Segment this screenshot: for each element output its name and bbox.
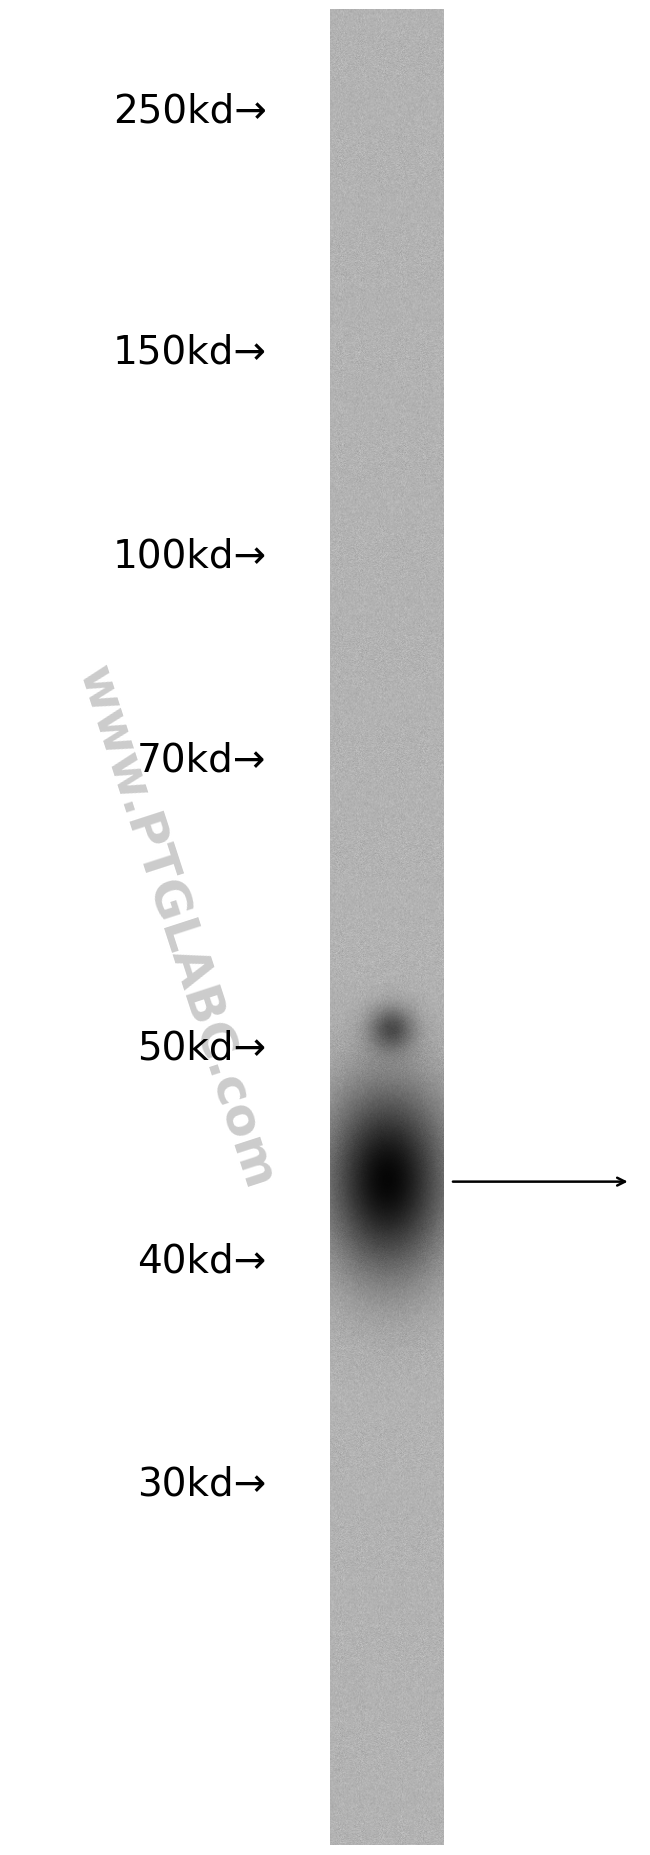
Text: 250kd→: 250kd→ [112,93,266,130]
Text: www.PTGLABC.com: www.PTGLABC.com [68,660,283,1195]
Text: 30kd→: 30kd→ [137,1465,266,1503]
Text: 40kd→: 40kd→ [137,1243,266,1280]
Text: 100kd→: 100kd→ [112,538,266,575]
Text: 50kd→: 50kd→ [137,1030,266,1067]
Text: 70kd→: 70kd→ [137,742,266,779]
Text: 150kd→: 150kd→ [112,334,266,371]
